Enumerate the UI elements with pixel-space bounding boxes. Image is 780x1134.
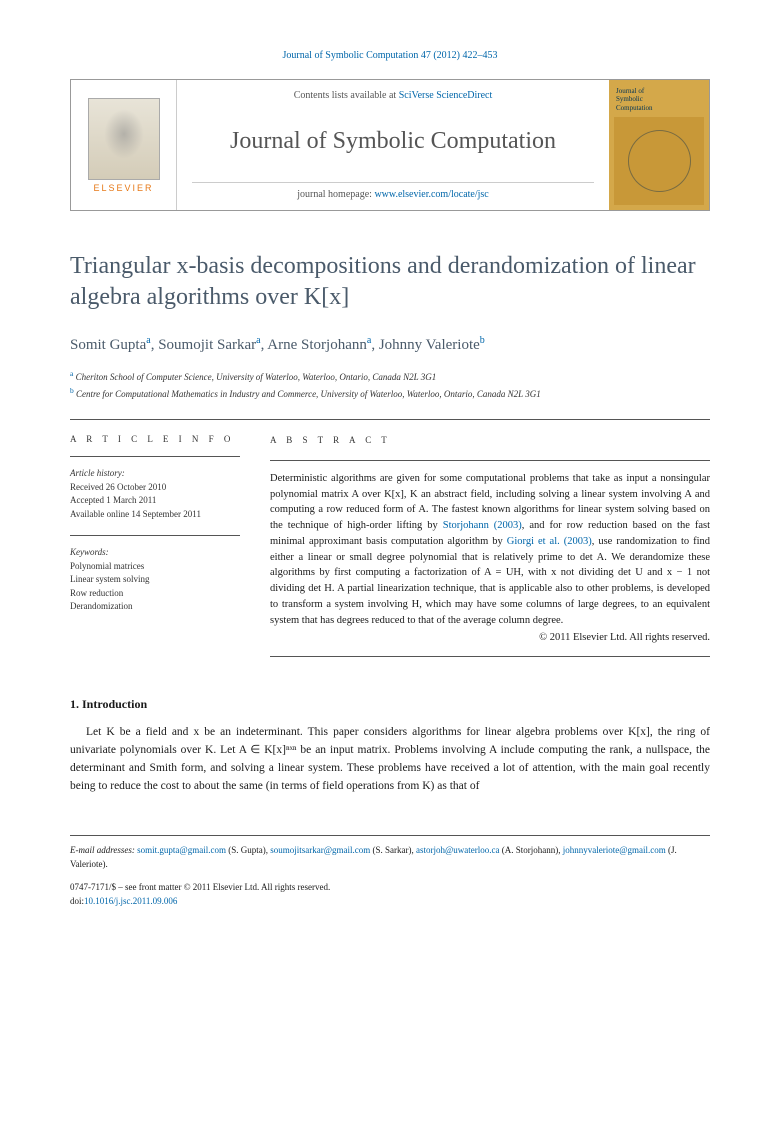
author: Johnny Valerioteb [379,337,485,353]
aff-sup: a [70,369,73,378]
author-aff-sup: a [367,335,371,346]
contents-prefix: Contents lists available at [294,90,399,101]
info-divider [270,460,710,461]
affiliations: a Cheriton School of Computer Science, U… [70,368,710,401]
keyword: Linear system solving [70,573,240,587]
running-head: Journal of Symbolic Computation 47 (2012… [70,50,710,61]
contents-available-line: Contents lists available at SciVerse Sci… [192,90,594,101]
elsevier-wordmark: ELSEVIER [93,183,153,193]
info-divider [70,535,240,536]
keyword: Row reduction [70,587,240,601]
cover-line: Journal of [616,87,702,95]
author-name: Soumojit Sarkar [158,337,256,353]
aff-sup: b [70,386,74,395]
author: Soumojit Sarkara [158,337,260,353]
author-list: Somit Guptaa, Soumojit Sarkara, Arne Sto… [70,335,710,354]
keyword: Polynomial matrices [70,560,240,574]
copyright-line: © 2011 Elsevier Ltd. All rights reserved… [270,630,710,646]
citation-link[interactable]: Storjohann (2003) [443,520,522,531]
abstract-heading: A B S T R A C T [270,434,710,448]
info-divider [70,456,240,457]
affiliation: a Cheriton School of Computer Science, U… [70,368,710,385]
footer: E-mail addresses: somit.gupta@gmail.com … [70,835,710,908]
section-heading: 1. Introduction [70,697,710,712]
accepted-line: Accepted 1 March 2011 [70,494,240,508]
elsevier-tree-icon [88,98,160,180]
author-name: Somit Gupta [70,337,146,353]
keywords-heading: Keywords: [70,546,240,560]
doi-prefix: doi: [70,896,84,906]
author-aff-sup: a [256,335,260,346]
info-divider [270,656,710,657]
aff-text: Cheriton School of Computer Science, Uni… [76,372,437,382]
cover-graphic-icon [614,117,704,205]
affiliation: b Centre for Computational Mathematics i… [70,385,710,402]
issn-block: 0747-7171/$ – see front matter © 2011 El… [70,881,710,908]
citation-link[interactable]: Giorgi et al. (2003) [507,536,592,547]
history-heading: Article history: [70,467,240,481]
email-link[interactable]: johnnyvaleriote@gmail.com [563,845,666,855]
abstract-text: , use randomization to find either a lin… [270,536,710,626]
aff-text: Centre for Computational Mathematics in … [76,389,541,399]
email-line: E-mail addresses: somit.gupta@gmail.com … [70,844,710,871]
info-abstract-row: A R T I C L E I N F O Article history: R… [70,434,710,667]
abstract: A B S T R A C T Deterministic algorithms… [270,434,710,667]
body-paragraph: Let K be a field and x be an indetermina… [70,724,710,795]
article-info-heading: A R T I C L E I N F O [70,434,240,444]
author-aff-sup: a [146,335,150,346]
article-info: A R T I C L E I N F O Article history: R… [70,434,240,667]
homepage-link[interactable]: www.elsevier.com/locate/jsc [374,189,488,200]
keywords-block: Keywords: Polynomial matrices Linear sys… [70,546,240,614]
journal-title: Journal of Symbolic Computation [192,128,594,155]
scidirect-link[interactable]: SciVerse ScienceDirect [399,90,493,101]
cover-line: Symbolic [616,95,702,103]
email-who: (A. Storjohann) [502,845,559,855]
article-title: Triangular x-basis decompositions and de… [70,251,710,313]
homepage-line: journal homepage: www.elsevier.com/locat… [192,182,594,200]
cover-title: Journal of Symbolic Computation [614,85,704,114]
author: Arne Storjohanna [267,337,371,353]
received-line: Received 26 October 2010 [70,481,240,495]
divider [70,419,710,420]
email-link[interactable]: astorjoh@uwaterloo.ca [416,845,500,855]
cover-line: Computation [616,104,702,112]
email-who: (S. Gupta) [228,845,266,855]
history-block: Article history: Received 26 October 201… [70,467,240,521]
journal-cover-thumb: Journal of Symbolic Computation [609,80,709,210]
homepage-prefix: journal homepage: [297,189,374,200]
email-who: (S. Sarkar) [372,845,411,855]
online-line: Available online 14 September 2011 [70,508,240,522]
elsevier-logo-block: ELSEVIER [71,80,177,210]
journal-header: ELSEVIER Contents lists available at Sci… [70,79,710,211]
keyword: Derandomization [70,600,240,614]
author-name: Arne Storjohann [267,337,367,353]
author: Somit Guptaa [70,337,151,353]
doi-line: doi:10.1016/j.jsc.2011.09.006 [70,895,710,909]
email-label: E-mail addresses: [70,845,135,855]
author-name: Johnny Valeriote [379,337,480,353]
issn-line: 0747-7171/$ – see front matter © 2011 El… [70,881,710,895]
email-link[interactable]: somit.gupta@gmail.com [137,845,226,855]
header-center: Contents lists available at SciVerse Sci… [177,80,609,210]
doi-link[interactable]: 10.1016/j.jsc.2011.09.006 [84,896,177,906]
author-aff-sup: b [480,335,485,346]
email-link[interactable]: soumojitsarkar@gmail.com [270,845,370,855]
